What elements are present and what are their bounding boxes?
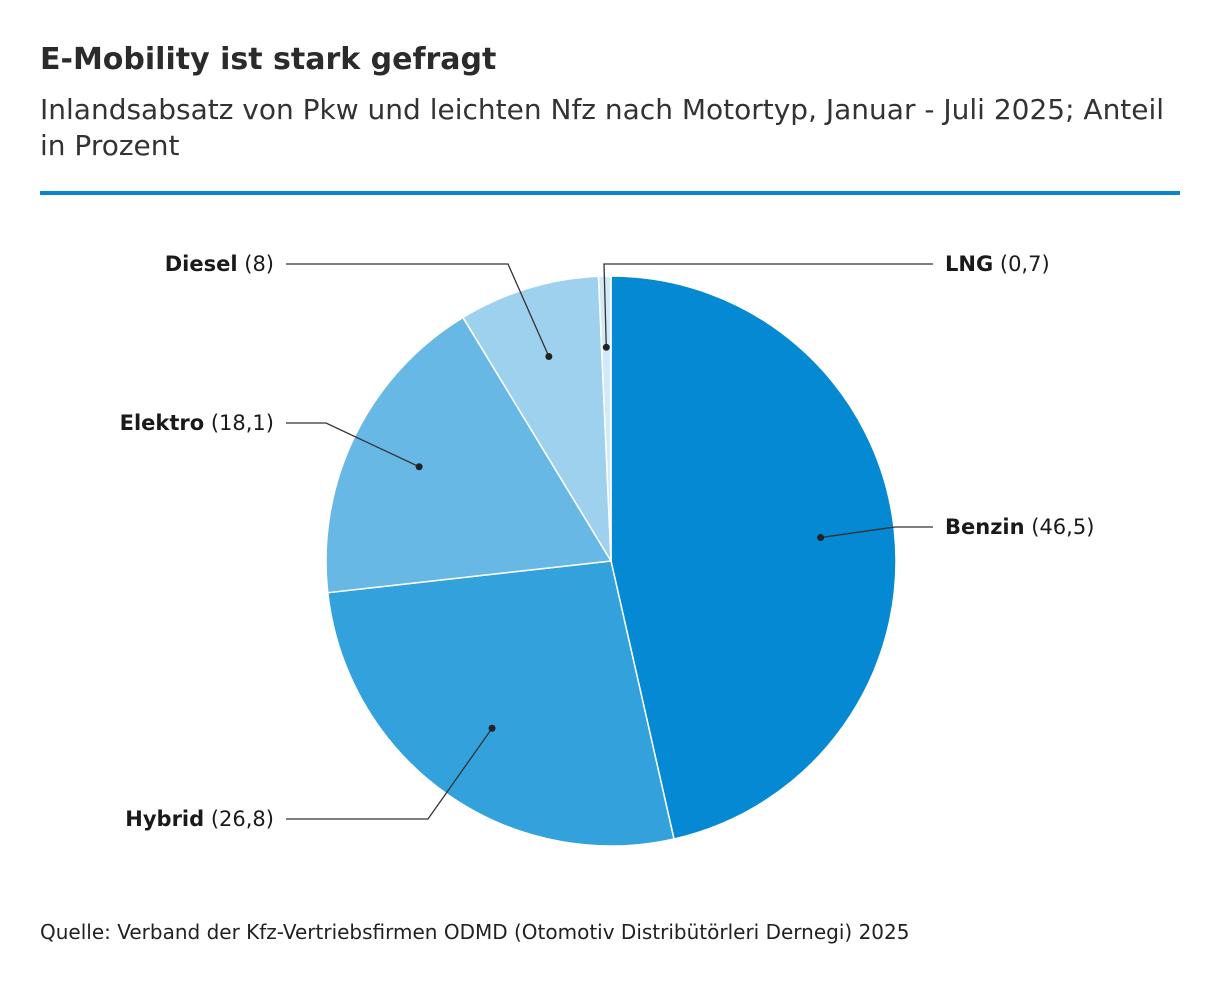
- chart-subtitle: Inlandsabsatz von Pkw und leichten Nfz n…: [40, 93, 1165, 162]
- slice-label-value: (46,5): [1025, 515, 1095, 539]
- slice-label-name: Elektro: [120, 411, 205, 435]
- leader-dot-benzin: [817, 534, 825, 542]
- slice-label-value: (0,7): [993, 252, 1049, 276]
- slice-label-hybrid: Hybrid (26,8): [125, 807, 274, 831]
- slice-label-value: (18,1): [204, 411, 274, 435]
- slice-label-value: (8): [238, 252, 274, 276]
- slice-label-name: Hybrid: [125, 807, 204, 831]
- leader-dot-hybrid: [488, 724, 496, 732]
- slice-label-value: (26,8): [204, 807, 274, 831]
- title-divider: [40, 191, 1180, 195]
- slice-label-name: LNG: [945, 252, 993, 276]
- leader-line-hybrid: [286, 727, 493, 820]
- leader-dot-lng: [602, 343, 610, 351]
- leader-dot-diesel: [545, 352, 553, 360]
- slice-label-benzin: Benzin (46,5): [945, 515, 1094, 539]
- leader-line-lng: [603, 263, 933, 348]
- pie-slice-diesel: [461, 275, 612, 562]
- slice-label-name: Benzin: [945, 515, 1025, 539]
- leader-line-elektro: [286, 422, 420, 468]
- slice-label-name: Diesel: [165, 252, 238, 276]
- source-note: Quelle: Verband der Kfz-Vertriebsfirmen …: [40, 920, 910, 944]
- slice-label-lng: LNG (0,7): [945, 252, 1050, 276]
- pie-slice-benzin: [610, 275, 897, 840]
- leader-line-diesel: [286, 263, 550, 357]
- leader-dot-elektro: [415, 463, 423, 471]
- slice-label-elektro: Elektro (18,1): [120, 411, 274, 435]
- chart-title: E-Mobility ist stark gefragt: [40, 42, 497, 77]
- slice-label-diesel: Diesel (8): [165, 252, 274, 276]
- pie-slice-elektro: [325, 316, 613, 594]
- leader-line-benzin: [820, 526, 933, 539]
